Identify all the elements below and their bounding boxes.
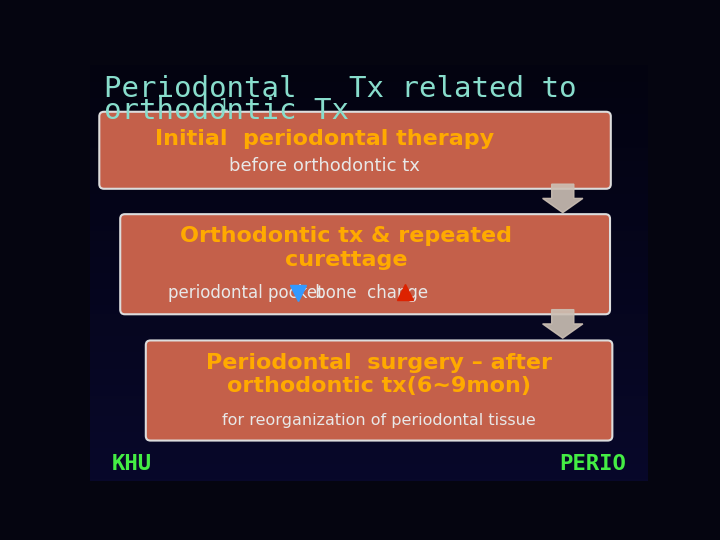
Text: bone  change: bone change xyxy=(310,284,433,302)
Text: orthodontic Tx: orthodontic Tx xyxy=(104,97,349,125)
Polygon shape xyxy=(543,184,583,213)
Text: Periodontal  surgery – after
orthodontic tx(6~9mon): Periodontal surgery – after orthodontic … xyxy=(206,353,552,396)
Text: KHU: KHU xyxy=(112,454,152,474)
Text: periodontal pocket: periodontal pocket xyxy=(168,284,323,302)
FancyBboxPatch shape xyxy=(145,340,612,441)
Text: Periodontal   Tx related to: Periodontal Tx related to xyxy=(104,75,577,103)
FancyBboxPatch shape xyxy=(99,112,611,189)
Text: Initial  periodontal therapy: Initial periodontal therapy xyxy=(156,130,495,150)
FancyBboxPatch shape xyxy=(120,214,610,314)
Text: for reorganization of periodontal tissue: for reorganization of periodontal tissue xyxy=(222,413,536,428)
Text: Orthodontic tx & repeated
curettage: Orthodontic tx & repeated curettage xyxy=(180,226,512,269)
Polygon shape xyxy=(543,309,583,338)
Text: before orthodontic tx: before orthodontic tx xyxy=(230,157,420,174)
Text: PERIO: PERIO xyxy=(559,454,626,474)
Text: 1: 1 xyxy=(218,97,228,115)
